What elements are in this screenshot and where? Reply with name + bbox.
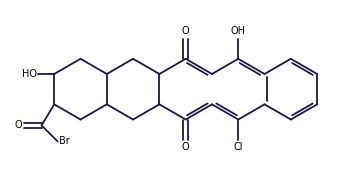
Text: O: O — [182, 142, 190, 152]
Text: O: O — [182, 26, 190, 36]
Text: OH: OH — [231, 26, 246, 37]
Text: HO: HO — [21, 69, 36, 79]
Text: Cl: Cl — [234, 142, 243, 152]
Text: O: O — [15, 120, 22, 130]
Text: Br: Br — [59, 136, 70, 147]
